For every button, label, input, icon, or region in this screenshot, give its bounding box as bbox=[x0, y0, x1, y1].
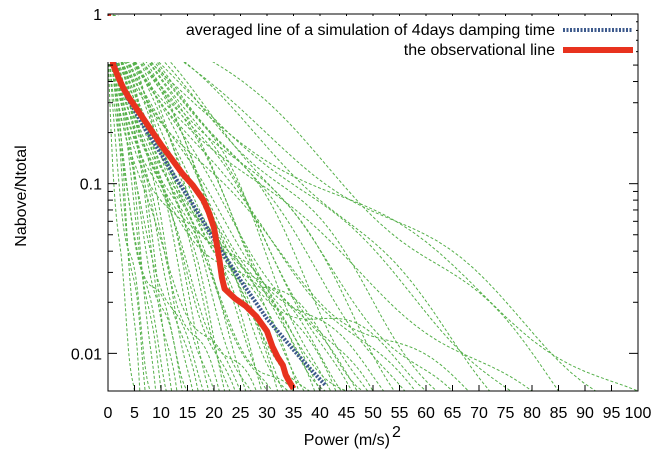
plot-area bbox=[108, 14, 638, 391]
ensemble-line bbox=[108, 14, 374, 391]
ensemble-line bbox=[108, 14, 363, 391]
series-line-0 bbox=[108, 14, 327, 387]
legend-label-observational: the observational line bbox=[404, 42, 555, 59]
legend: averaged line of a simulation of 4days d… bbox=[106, 16, 636, 62]
x-tick-label: 90 bbox=[576, 405, 594, 422]
ensemble-line bbox=[108, 14, 151, 391]
x-tick-label: 20 bbox=[205, 405, 223, 422]
x-tick-label: 35 bbox=[285, 405, 303, 422]
ensemble-line bbox=[108, 14, 385, 391]
x-axis-title-superscript: 2 bbox=[392, 424, 401, 441]
x-tick-label: 75 bbox=[497, 405, 515, 422]
ensemble-line bbox=[108, 14, 416, 391]
x-tick-label: 10 bbox=[152, 405, 170, 422]
ensemble-line bbox=[108, 14, 135, 391]
ensemble-line bbox=[108, 14, 215, 391]
ensemble-line bbox=[108, 14, 188, 391]
ensemble-line bbox=[108, 14, 596, 391]
axis-ticks: 0 5 10 15 20 25 30 35 40 45 50 55 60 65 70 75 80 85 90 95 10… bbox=[71, 7, 652, 422]
ensemble-line bbox=[108, 14, 268, 391]
ensemble-line bbox=[108, 14, 257, 391]
x-tick-label: 5 bbox=[130, 405, 139, 422]
ensemble-line bbox=[108, 14, 406, 391]
series-line-1 bbox=[108, 14, 297, 391]
ensemble-line bbox=[108, 14, 490, 391]
ensemble-line bbox=[108, 14, 347, 391]
x-tick-label: 85 bbox=[550, 405, 568, 422]
series-lines bbox=[108, 14, 327, 391]
x-tick-label: 55 bbox=[391, 405, 409, 422]
x-tick-label: 45 bbox=[338, 405, 356, 422]
legend-label-average: averaged line of a simulation of 4days d… bbox=[186, 22, 555, 39]
legend-background bbox=[106, 16, 636, 62]
x-tick-label: 50 bbox=[364, 405, 382, 422]
x-tick-label: 100 bbox=[625, 405, 652, 422]
ensemble-line bbox=[108, 14, 427, 391]
ensemble-line bbox=[108, 14, 369, 391]
ensemble-line bbox=[108, 14, 252, 391]
x-axis-title: Power (m/s) bbox=[304, 432, 390, 449]
ensemble-line bbox=[108, 14, 167, 391]
ensemble-line bbox=[108, 14, 294, 391]
x-tick-label: 30 bbox=[258, 405, 276, 422]
ensemble-line bbox=[108, 14, 453, 391]
y-axis-title: Nabove/Ntotal bbox=[13, 145, 30, 246]
x-tick-label: 70 bbox=[470, 405, 488, 422]
ensemble-line bbox=[108, 14, 342, 391]
x-tick-label: 95 bbox=[603, 405, 621, 422]
ensemble-line bbox=[108, 14, 289, 391]
ensemble-line bbox=[108, 14, 533, 391]
y-tick-label: 1 bbox=[93, 7, 102, 24]
ensemble-line bbox=[108, 14, 273, 391]
ensemble-line bbox=[108, 14, 469, 391]
x-tick-label: 65 bbox=[444, 405, 462, 422]
x-tick-label: 15 bbox=[179, 405, 197, 422]
x-tick-label: 60 bbox=[417, 405, 435, 422]
ensemble-line bbox=[108, 14, 321, 391]
x-tick-label: 80 bbox=[523, 405, 541, 422]
y-tick-label: 0.1 bbox=[80, 177, 102, 194]
x-tick-label: 0 bbox=[104, 405, 113, 422]
ensemble-line bbox=[108, 14, 358, 391]
y-tick-label: 0.01 bbox=[71, 346, 102, 363]
x-tick-label: 25 bbox=[232, 405, 250, 422]
ensemble-line bbox=[108, 14, 284, 391]
x-tick-label: 40 bbox=[311, 405, 329, 422]
ensemble-line bbox=[108, 14, 512, 391]
ensemble-line bbox=[108, 14, 395, 391]
ensemble-line bbox=[108, 14, 638, 391]
ensemble-line bbox=[108, 14, 305, 391]
